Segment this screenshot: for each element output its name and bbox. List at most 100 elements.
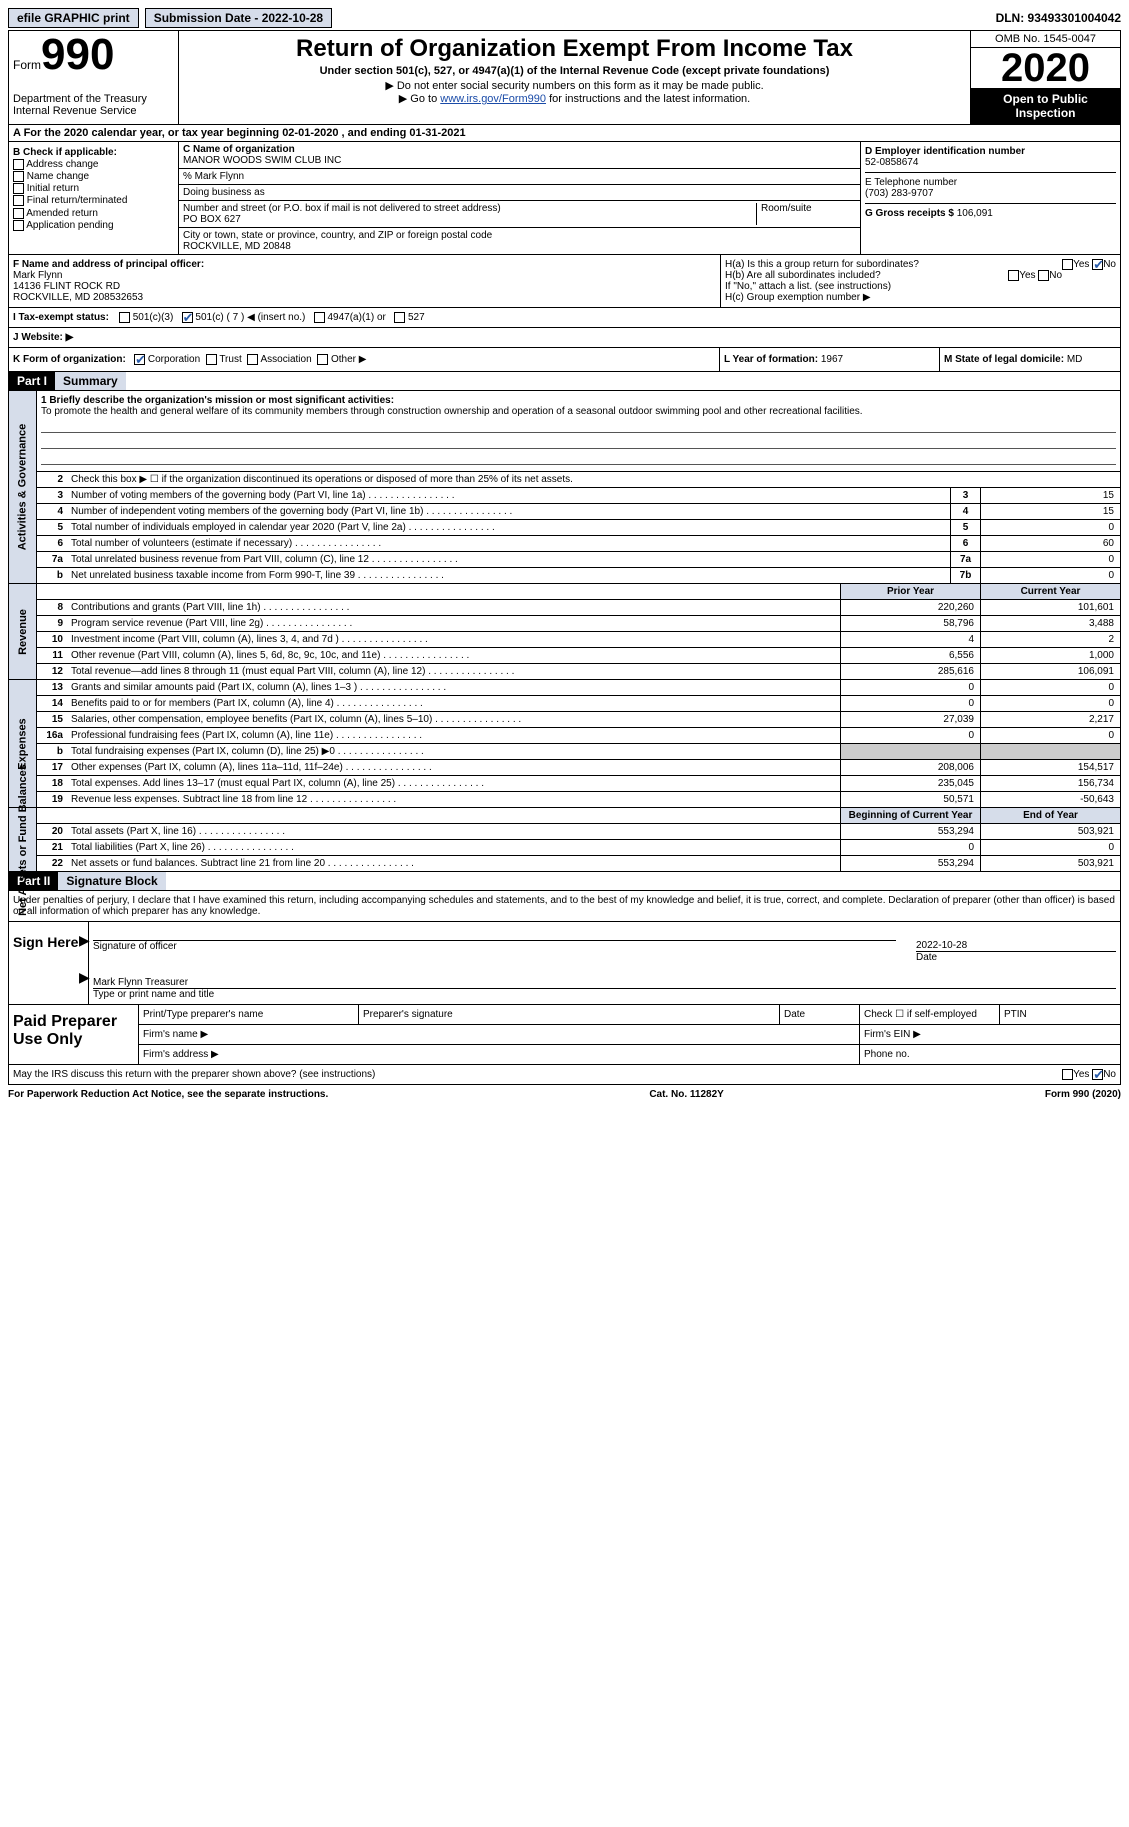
i-opt-cb[interactable] [314, 312, 325, 323]
colb-item[interactable]: Application pending [13, 220, 174, 231]
fin-line: 17Other expenses (Part IX, column (A), l… [37, 760, 1120, 776]
side-rev: Revenue [17, 609, 29, 655]
m-val: MD [1067, 354, 1083, 365]
fin-line: 12Total revenue—add lines 8 through 11 (… [37, 664, 1120, 679]
fin-line: 11Other revenue (Part VIII, column (A), … [37, 648, 1120, 664]
firm-phone: Phone no. [860, 1045, 1120, 1064]
ein: 52-0858674 [865, 157, 918, 168]
current-hdr: Current Year [980, 584, 1120, 599]
gov-line: 4Number of independent voting members of… [37, 504, 1120, 520]
fin-line: 13Grants and similar amounts paid (Part … [37, 680, 1120, 696]
k-label: K Form of organization: [13, 354, 126, 365]
fin-line: 19Revenue less expenses. Subtract line 1… [37, 792, 1120, 807]
gov-line: 5Total number of individuals employed in… [37, 520, 1120, 536]
footer-mid: Cat. No. 11282Y [649, 1089, 723, 1100]
colb-item[interactable]: Address change [13, 159, 174, 170]
col-b: B Check if applicable: Address change Na… [9, 142, 179, 254]
col-b-title: B Check if applicable: [13, 147, 174, 158]
hb-yes-cb[interactable] [1008, 270, 1019, 281]
phone: (703) 283-9707 [865, 188, 933, 199]
city: ROCKVILLE, MD 20848 [183, 241, 291, 252]
gross: 106,091 [957, 208, 993, 219]
i-opt-cb[interactable] [182, 312, 193, 323]
i-opt-cb[interactable] [394, 312, 405, 323]
side-gov: Activities & Governance [17, 424, 29, 551]
discuss-no[interactable] [1092, 1069, 1103, 1080]
note-ssn: ▶ Do not enter social security numbers o… [183, 79, 966, 92]
part1-title: Summary [55, 372, 126, 390]
ha-yes-cb[interactable] [1062, 259, 1073, 270]
gov-line: bNet unrelated business taxable income f… [37, 568, 1120, 583]
sign-here: Sign Here [9, 922, 89, 1004]
fin-line: bTotal fundraising expenses (Part IX, co… [37, 744, 1120, 760]
phone-label: E Telephone number [865, 177, 957, 188]
p-date: Date [780, 1005, 860, 1024]
type-label: Type or print name and title [93, 989, 214, 1000]
dba-label: Doing business as [183, 187, 265, 198]
p-ptin: PTIN [1000, 1005, 1120, 1024]
tax-year: 2020 [971, 48, 1120, 88]
discuss-yes[interactable] [1062, 1069, 1073, 1080]
officer-addr1: 14136 FLINT ROCK RD [13, 281, 120, 292]
firm-ein: Firm's EIN ▶ [860, 1025, 1120, 1044]
form-title: Return of Organization Exempt From Incom… [183, 35, 966, 63]
part1-revenue: Revenue Prior YearCurrent Year 8Contribu… [8, 584, 1121, 680]
i-label: I Tax-exempt status: [13, 312, 109, 323]
i-opt-cb[interactable] [119, 312, 130, 323]
form-header: Form990 Department of the Treasury Inter… [8, 30, 1121, 125]
signature-block: Under penalties of perjury, I declare th… [8, 891, 1121, 1065]
f-label: F Name and address of principal officer: [13, 259, 204, 270]
row-fgh: F Name and address of principal officer:… [8, 255, 1121, 308]
efile-btn[interactable]: efile GRAPHIC print [8, 8, 139, 28]
colb-item[interactable]: Name change [13, 171, 174, 182]
k-opt-cb[interactable] [247, 354, 258, 365]
care-of: % Mark Flynn [183, 171, 244, 182]
k-opt-cb[interactable] [317, 354, 328, 365]
hb-no-cb[interactable] [1038, 270, 1049, 281]
dln: DLN: 93493301004042 [996, 11, 1121, 25]
fin-line: 18Total expenses. Add lines 13–17 (must … [37, 776, 1120, 792]
fin-line: 21Total liabilities (Part X, line 26)00 [37, 840, 1120, 856]
gov-line: 6Total number of volunteers (estimate if… [37, 536, 1120, 552]
col-c: C Name of organizationMANOR WOODS SWIM C… [179, 142, 860, 254]
fin-line: 22Net assets or fund balances. Subtract … [37, 856, 1120, 871]
sig-officer-label: Signature of officer [93, 941, 177, 952]
date-label: Date [916, 952, 937, 963]
ha-label: H(a) Is this a group return for subordin… [725, 259, 919, 270]
fin-line: 15Salaries, other compensation, employee… [37, 712, 1120, 728]
discuss-label: May the IRS discuss this return with the… [13, 1069, 375, 1080]
c-name-label: C Name of organization [183, 144, 295, 155]
l-label: L Year of formation: [724, 354, 821, 365]
k-opt-cb[interactable] [206, 354, 217, 365]
k-opt-cb[interactable] [134, 354, 145, 365]
row-j: J Website: ▶ [8, 328, 1121, 348]
colb-item[interactable]: Initial return [13, 183, 174, 194]
city-label: City or town, state or province, country… [183, 230, 492, 241]
ein-label: D Employer identification number [865, 146, 1025, 157]
hc-label: H(c) Group exemption number ▶ [725, 292, 1116, 303]
colb-item[interactable]: Final return/terminated [13, 195, 174, 206]
fin-line: 14Benefits paid to or for members (Part … [37, 696, 1120, 712]
gov-line: 7aTotal unrelated business revenue from … [37, 552, 1120, 568]
part1-netassets: Net Assets or Fund Balances Beginning of… [8, 808, 1121, 872]
p-sig: Preparer's signature [359, 1005, 780, 1024]
footer: For Paperwork Reduction Act Notice, see … [8, 1085, 1121, 1104]
part1-hdr: Part I [9, 372, 55, 390]
row-i: I Tax-exempt status: 501(c)(3) 501(c) ( … [8, 308, 1121, 328]
prior-hdr: Prior Year [840, 584, 980, 599]
street-label: Number and street (or P.O. box if mail i… [183, 203, 501, 214]
colb-item[interactable]: Amended return [13, 208, 174, 219]
paid-label: Paid Preparer Use Only [9, 1005, 139, 1064]
m-label: M State of legal domicile: [944, 354, 1067, 365]
submission-btn[interactable]: Submission Date - 2022-10-28 [145, 8, 332, 28]
topbar: efile GRAPHIC print Submission Date - 20… [8, 8, 1121, 28]
dept: Department of the Treasury Internal Reve… [13, 93, 174, 117]
form-subtitle: Under section 501(c), 527, or 4947(a)(1)… [183, 65, 966, 77]
p-name: Print/Type preparer's name [139, 1005, 359, 1024]
declaration: Under penalties of perjury, I declare th… [9, 891, 1120, 921]
hb-label: H(b) Are all subordinates included? [725, 270, 881, 281]
irs-link[interactable]: www.irs.gov/Form990 [440, 93, 546, 105]
ha-no-cb[interactable] [1092, 259, 1103, 270]
begin-hdr: Beginning of Current Year [840, 808, 980, 823]
street: PO BOX 627 [183, 214, 241, 225]
